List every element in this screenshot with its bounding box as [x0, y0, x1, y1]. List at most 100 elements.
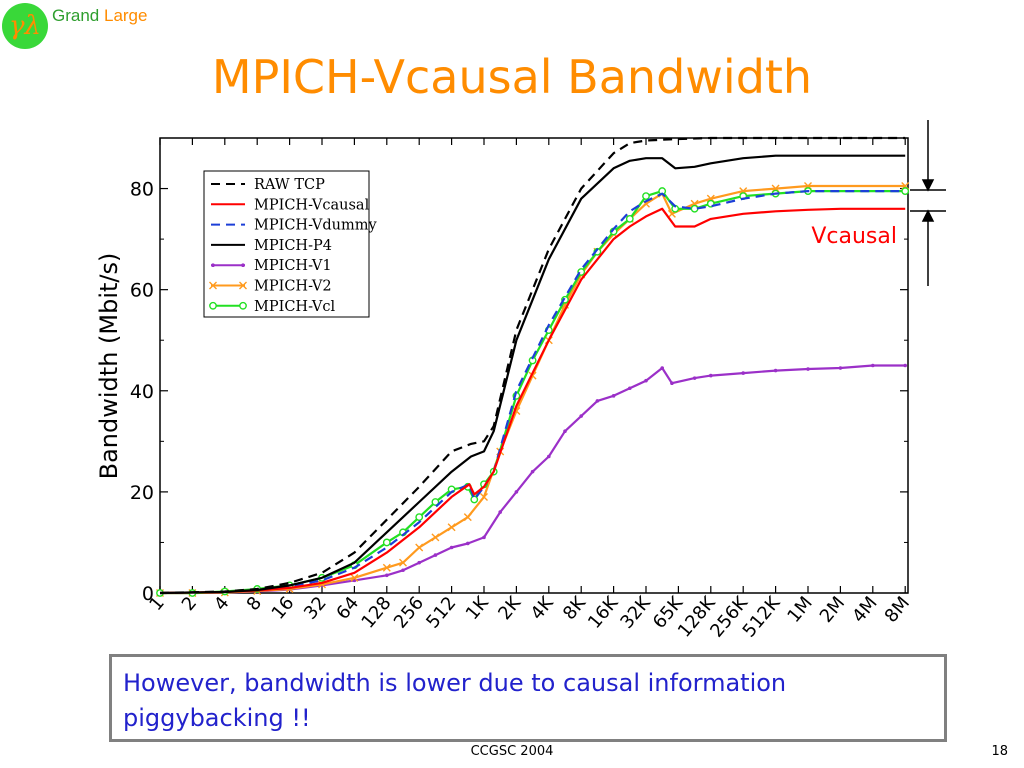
logo-word-grand: Grand	[52, 6, 100, 25]
data-point-mpich-v1	[628, 386, 632, 391]
data-point-mpich-v1	[563, 429, 567, 434]
note-text: However, bandwidth is lower due to causa…	[123, 669, 787, 732]
series-raw-tcp	[159, 136, 906, 595]
data-point-mpich-v1	[417, 560, 422, 565]
data-point-mpich-vcl	[470, 495, 479, 504]
x-tick-label: 512K	[739, 592, 786, 642]
series-line-raw-tcp	[159, 136, 906, 595]
data-point-mpich-v2	[382, 563, 391, 572]
x-tick-label: 16K	[584, 592, 623, 633]
data-point-mpich-v1	[838, 366, 843, 370]
legend-label: MPICH-Vcl	[254, 299, 336, 315]
x-tick-label: 32	[300, 593, 331, 624]
y-tick-label: 0	[142, 583, 154, 605]
series-mpich-v1	[158, 363, 907, 595]
x-tick-label: 1K	[462, 592, 494, 624]
y-tick-label: 60	[130, 280, 154, 302]
x-tick-label: 1M	[783, 593, 816, 627]
x-tick-label: 512	[422, 593, 460, 633]
data-point-mpich-v1	[449, 545, 454, 550]
data-point-mpich-v1	[433, 553, 438, 557]
data-point-mpich-v1	[595, 399, 600, 403]
data-point-mpich-vcl	[690, 204, 699, 213]
note-box: However, bandwidth is lower due to causa…	[109, 654, 947, 742]
data-point-mpich-v1	[498, 510, 503, 514]
legend-label: MPICH-V2	[254, 279, 332, 295]
legend-label: MPICH-P4	[254, 238, 332, 254]
data-point-mpich-v1	[530, 469, 535, 474]
series-line-mpich-p4	[159, 154, 906, 595]
data-point-mpich-vcl	[901, 187, 910, 195]
data-point-mpich-v1	[466, 541, 470, 546]
data-point-mpich-v2	[447, 523, 456, 532]
legend-marker	[211, 263, 215, 268]
x-tick-label: 4M	[848, 593, 881, 627]
legend-item-mpich-v2: MPICH-V2	[209, 279, 332, 295]
x-tick-label: 2K	[494, 592, 526, 624]
footer-conference: CCGSC 2004	[470, 744, 554, 759]
y-tick-label: 20	[130, 482, 154, 504]
data-point-mpich-v1	[547, 454, 551, 459]
legend-item-mpich-vcl: MPICH-Vcl	[209, 299, 336, 315]
data-point-mpich-v2	[415, 543, 424, 552]
data-point-mpich-v1	[741, 371, 745, 375]
legend-label: MPICH-V1	[254, 258, 332, 274]
series-line-mpich-v2	[160, 184, 906, 595]
grand-large-logo: γλ Grand Large	[0, 0, 200, 56]
x-tick-label: 2M	[816, 593, 849, 627]
data-point-mpich-v2	[350, 573, 359, 582]
data-point-mpich-v1	[385, 573, 389, 578]
legend-marker	[239, 281, 247, 290]
data-point-mpich-v1	[871, 363, 875, 368]
legend-label: RAW TCP	[254, 177, 325, 193]
legend-item-mpich-vcausal: MPICH-Vcausal	[211, 197, 370, 213]
y-axis-label: Bandwidth (Mbit/s)	[95, 253, 123, 480]
data-point-mpich-v1	[482, 535, 486, 540]
data-point-mpich-v2	[399, 558, 407, 567]
x-tick-label: 4K	[527, 592, 559, 624]
x-tick-label: 16	[268, 593, 299, 624]
data-point-mpich-v1	[514, 490, 519, 494]
slide-title: MPICH-Vcausal Bandwidth	[211, 50, 813, 104]
data-point-mpich-v1	[579, 414, 583, 418]
series-mpich-p4	[159, 154, 906, 595]
data-point-mpich-v2	[431, 533, 440, 542]
legend-marker	[239, 301, 247, 310]
x-tick-label: 8	[243, 593, 266, 615]
vcausal-annotation: Vcausal	[811, 224, 897, 249]
y-axis: 0 20 40 60 80	[130, 179, 908, 605]
y-tick-label: 40	[130, 381, 154, 403]
legend-marker	[209, 281, 217, 290]
data-point-mpich-v1	[611, 394, 616, 398]
data-point-mpich-v1	[670, 381, 674, 385]
data-point-mpich-vcl	[431, 498, 440, 506]
data-point-mpich-v1	[773, 368, 778, 373]
legend-item-mpich-vdummy: MPICH-Vdummy	[211, 218, 378, 234]
data-point-mpich-v1	[709, 373, 713, 378]
data-point-mpich-v1	[692, 376, 697, 380]
legend-label: MPICH-Vdummy	[254, 218, 378, 234]
series-mpich-vcausal	[159, 207, 906, 595]
data-point-mpich-v2	[463, 513, 472, 522]
x-tick-label: 32K	[616, 592, 655, 633]
data-point-mpich-v2	[480, 492, 488, 501]
data-point-mpich-v1	[660, 366, 664, 370]
legend-item-mpich-p4: MPICH-P4	[211, 238, 332, 254]
legend: RAW TCP MPICH-Vcausal MPICH-Vdummy MPICH-P4…	[203, 170, 378, 318]
data-point-mpich-v1	[806, 367, 810, 371]
series-line-mpich-vcausal	[159, 207, 906, 595]
x-tick-label: 8M	[881, 593, 914, 627]
logo-text: Grand Large	[52, 6, 147, 26]
gap-bracket	[910, 120, 946, 286]
data-point-mpich-vcl	[415, 513, 424, 522]
logo-word-large: Large	[103, 6, 148, 25]
series-line-mpich-vdummy	[159, 190, 906, 595]
data-point-mpich-vcl	[642, 192, 650, 201]
data-point-mpich-v1	[903, 363, 907, 368]
logo-symbol: γλ	[2, 3, 48, 49]
bracket-upper-arrow	[921, 179, 935, 192]
legend-label: MPICH-Vcausal	[254, 197, 370, 213]
x-tick-label: 256	[390, 593, 428, 633]
series-mpich-vdummy	[159, 190, 906, 595]
